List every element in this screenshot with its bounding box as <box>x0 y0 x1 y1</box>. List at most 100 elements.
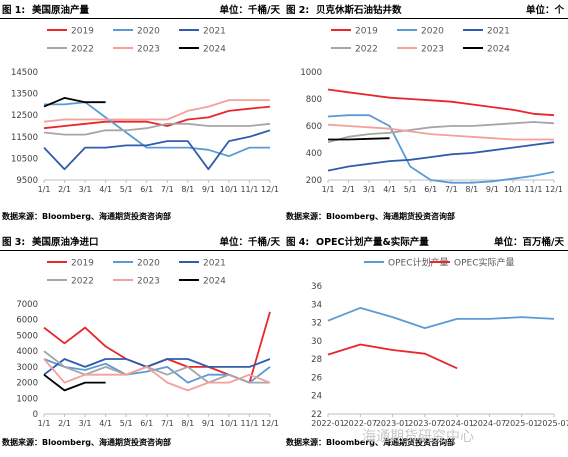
legend-item: 2020 <box>397 27 444 37</box>
x-tick-label: 5/1 <box>404 185 417 194</box>
x-tick-label: 2023-07 <box>408 419 441 428</box>
legend-label: OPEC计划产量 <box>388 257 448 269</box>
x-tick-label: 10/1 <box>220 185 238 194</box>
figure-number: 图 3: <box>2 237 26 248</box>
y-tick-label: 10500 <box>11 154 38 164</box>
y-tick-label: 400 <box>306 149 322 159</box>
y-tick-label: 0 <box>33 410 38 420</box>
figure-title: 美国原油净进口 <box>32 237 99 248</box>
series-line <box>327 343 458 370</box>
legend-item: 2023 <box>397 45 444 55</box>
series-line <box>43 350 270 384</box>
legend-label: 2022 <box>71 277 94 287</box>
series-line <box>327 141 555 172</box>
x-tick-label: 2025-01 <box>505 419 538 428</box>
y-tick-label: 600 <box>306 122 322 132</box>
y-tick-label: 5000 <box>16 331 38 341</box>
legend-item: 2023 <box>113 277 160 287</box>
figure-number: 图 2: <box>286 5 310 16</box>
series-line <box>327 123 554 141</box>
x-tick-label: 2023-01 <box>376 419 409 428</box>
legend-label: 2024 <box>203 45 226 55</box>
figure-number: 图 1: <box>2 5 26 16</box>
y-tick-label: 14500 <box>11 68 38 78</box>
legend-label: 2020 <box>137 27 160 37</box>
series-line <box>44 101 270 158</box>
y-tick-label: 30 <box>311 337 322 347</box>
y-tick-label: 7000 <box>16 300 38 310</box>
legend-label: 2019 <box>71 259 94 269</box>
legend-label: 2024 <box>203 277 226 287</box>
legend-label: OPEC实际产量 <box>454 257 514 269</box>
legend-item: 2022 <box>47 277 94 287</box>
x-tick-label: 6/1 <box>140 185 153 194</box>
y-tick-label: 800 <box>306 95 322 105</box>
figure-title: 贝克休斯石油钻井数 <box>316 5 402 16</box>
y-tick-label: 28 <box>311 355 322 365</box>
chart-opec-production: OPEC计划产量 OPEC实际产量22242628303234362022-012… <box>311 257 568 429</box>
x-tick-label: 1/1 <box>322 185 335 194</box>
x-tick-label: 7/1 <box>445 185 458 194</box>
series-line <box>43 358 271 392</box>
x-tick-label: 2022-07 <box>344 419 377 428</box>
x-tick-label: 4/1 <box>99 185 112 194</box>
x-tick-label: 5/1 <box>120 419 133 428</box>
series-line <box>327 114 555 184</box>
legend-item: OPEC实际产量 <box>430 257 514 269</box>
x-tick-label: 10/1 <box>220 419 238 428</box>
x-tick-label: 2/1 <box>342 185 355 194</box>
y-tick-label: 13500 <box>11 90 38 100</box>
legend-label: 2019 <box>71 27 94 37</box>
x-tick-label: 7/1 <box>161 185 174 194</box>
x-tick-label: 3/1 <box>363 185 376 194</box>
x-tick-label: 8/1 <box>465 185 478 194</box>
legend-item: 2022 <box>47 45 94 55</box>
source-note: 数据来源：Bloomberg、海通期货投资咨询部 <box>2 438 171 447</box>
series-line <box>43 373 106 392</box>
series-line <box>43 105 271 130</box>
x-tick-label: 12/1 <box>261 419 279 428</box>
x-tick-label: 2/1 <box>58 419 71 428</box>
x-tick-label: 10/1 <box>504 185 522 194</box>
x-tick-label: 11/1 <box>240 185 258 194</box>
x-tick-label: 6/1 <box>424 185 437 194</box>
x-tick-label: 9/1 <box>202 185 215 194</box>
legend-item: 2022 <box>331 45 378 55</box>
x-tick-label: 3/1 <box>79 419 92 428</box>
x-tick-label: 6/1 <box>140 419 153 428</box>
x-tick-label: 2024-07 <box>473 419 506 428</box>
legend-label: 2020 <box>421 27 444 37</box>
y-tick-label: 1000 <box>300 68 322 78</box>
x-tick-label: 12/1 <box>261 185 279 194</box>
series-line <box>43 129 271 171</box>
legend-item: 2021 <box>179 259 226 269</box>
series-line <box>43 97 106 108</box>
y-tick-label: 34 <box>311 300 322 310</box>
x-tick-label: 5/1 <box>120 185 133 194</box>
x-tick-label: 1/1 <box>38 419 51 428</box>
panel-us-crude-net-imports: 图 3: 美国原油净进口 单位：千桶/天 2019 2020 2021 2022 202… <box>0 232 284 457</box>
x-tick-label: 2022-01 <box>311 419 344 428</box>
figure-unit: 单位：个 <box>525 5 564 16</box>
legend-item: 2019 <box>331 27 378 37</box>
watermark: 海通期货研究中心 <box>362 429 474 445</box>
source-note: 数据来源：Bloomberg、海通期货投资咨询部 <box>286 212 455 221</box>
x-tick-label: 9/1 <box>486 185 499 194</box>
panel-header: 图 2: 贝克休斯石油钻井数 单位：个 <box>284 0 568 19</box>
chart-us-crude-production: 2019 2020 2021 2022 2023 2024 9500 10500 11500 12… <box>11 27 279 195</box>
y-tick-label: 6000 <box>16 316 38 326</box>
y-tick-label: 36 <box>311 282 322 292</box>
panel-us-crude-production: 图 1: 美国原油产量 单位：千桶/天 2019 2020 2021 2022 2023… <box>0 0 284 228</box>
x-tick-label: 11/1 <box>240 419 258 428</box>
x-tick-label: 2024-01 <box>440 419 473 428</box>
y-tick-label: 4000 <box>16 347 38 357</box>
x-tick-label: 4/1 <box>383 185 396 194</box>
y-tick-label: 11500 <box>11 133 38 143</box>
legend-label: 2021 <box>203 27 226 37</box>
legend-item: 2023 <box>113 45 160 55</box>
y-tick-label: 1000 <box>16 394 38 404</box>
figure-unit: 单位：千桶/天 <box>219 237 280 248</box>
x-tick-label: 7/1 <box>161 419 174 428</box>
legend-label: 2022 <box>71 45 94 55</box>
y-tick-label: 2000 <box>16 379 38 389</box>
